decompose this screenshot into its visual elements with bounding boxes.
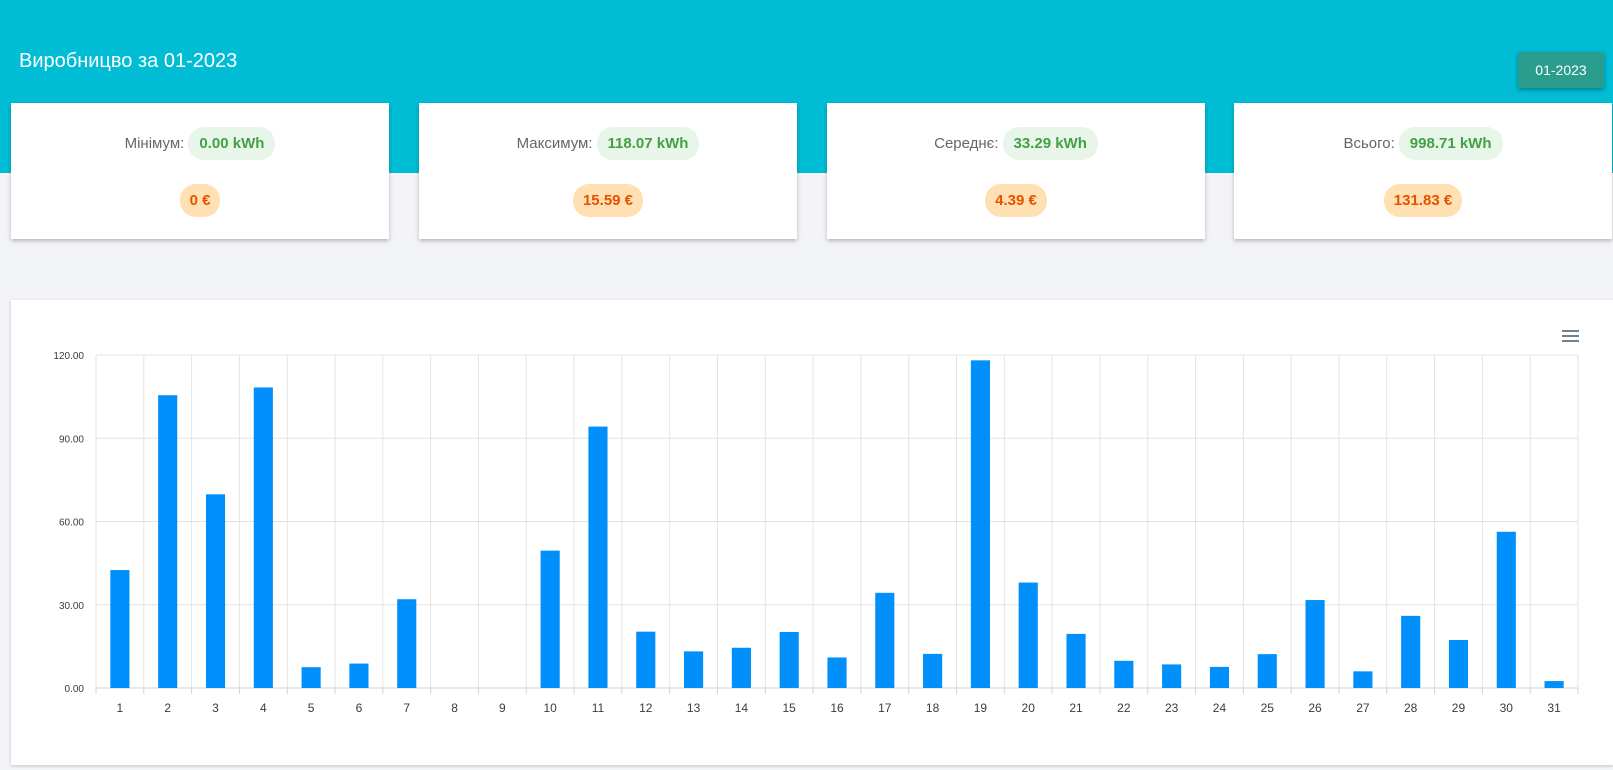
bar: [923, 653, 943, 688]
bar: [349, 663, 369, 688]
bar: [1305, 600, 1325, 688]
stat-card-max: Максимум: 118.07 kWh 15.59 €: [419, 103, 797, 239]
bar: [1066, 633, 1086, 688]
bar: [301, 667, 321, 688]
y-tick-label: 120.00: [53, 351, 84, 362]
bar: [779, 631, 799, 688]
bar: [731, 647, 751, 688]
bar: [875, 592, 895, 688]
x-tick-label: 13: [687, 701, 701, 715]
x-tick-label: 18: [926, 701, 940, 715]
bar: [970, 360, 990, 688]
bar: [253, 387, 273, 688]
x-tick-label: 23: [1165, 701, 1179, 715]
bar: [1448, 639, 1469, 688]
x-tick-label: 21: [1069, 701, 1083, 715]
bar: [1018, 582, 1038, 688]
bar: [540, 550, 560, 688]
stat-label: Мінімум:: [124, 134, 185, 152]
x-tick-label: 27: [1356, 701, 1370, 715]
bar: [1496, 531, 1516, 688]
stat-label: Середнє:: [934, 134, 999, 152]
y-tick-label: 30.00: [59, 601, 84, 612]
bar: [636, 631, 656, 688]
hamburger-menu-icon[interactable]: [1562, 328, 1580, 344]
cost-badge: 4.39 €: [985, 183, 1047, 217]
x-tick-label: 20: [1022, 701, 1036, 715]
x-tick-label: 6: [356, 701, 363, 715]
x-tick-label: 14: [735, 701, 749, 715]
page-title: Виробницво за 01-2023: [19, 50, 238, 72]
y-tick-label: 90.00: [59, 434, 84, 445]
x-tick-label: 22: [1117, 701, 1131, 715]
bar: [827, 657, 847, 688]
x-tick-label: 1: [117, 701, 124, 715]
bar: [158, 395, 178, 688]
x-tick-label: 2: [164, 701, 171, 715]
x-tick-label: 19: [974, 701, 988, 715]
stat-label: Максимум:: [516, 134, 593, 152]
bar: [1114, 660, 1134, 688]
x-tick-label: 25: [1261, 701, 1275, 715]
x-tick-label: 24: [1213, 701, 1227, 715]
bar: [397, 599, 417, 688]
x-tick-label: 31: [1547, 701, 1561, 715]
energy-badge: 998.71 kWh: [1398, 126, 1503, 160]
x-tick-label: 10: [543, 701, 557, 715]
x-tick-label: 17: [878, 701, 892, 715]
x-tick-label: 5: [308, 701, 315, 715]
x-tick-label: 8: [451, 701, 458, 715]
x-tick-label: 29: [1452, 701, 1466, 715]
bar: [205, 494, 226, 688]
bar: [1401, 615, 1421, 688]
bar: [1257, 654, 1277, 688]
bar: [684, 651, 704, 688]
x-tick-label: 12: [639, 701, 653, 715]
stat-label: Всього:: [1343, 134, 1395, 152]
period-button[interactable]: 01-2023: [1518, 52, 1604, 88]
cost-badge: 15.59 €: [572, 183, 644, 217]
y-tick-label: 0.00: [65, 684, 85, 695]
stat-card-avg: Середнє: 33.29 kWh 4.39 €: [827, 103, 1205, 239]
x-tick-label: 11: [592, 701, 605, 715]
bar: [110, 570, 130, 688]
bar: [1544, 681, 1564, 688]
x-tick-label: 26: [1308, 701, 1322, 715]
x-tick-label: 30: [1500, 701, 1514, 715]
energy-badge: 33.29 kWh: [1002, 126, 1098, 160]
x-tick-label: 16: [830, 701, 844, 715]
bar: [1353, 671, 1373, 688]
x-tick-label: 4: [260, 701, 267, 715]
energy-badge: 118.07 kWh: [596, 126, 700, 160]
production-chart-panel: 0.00 30.00 60.00 90.00 120.00 1 2 3 4 5 6 7 8 9 10 11 12…: [11, 300, 1613, 765]
x-tick-label: 7: [403, 701, 410, 715]
energy-badge: 0.00 kWh: [188, 126, 276, 160]
bar: [1209, 666, 1230, 688]
stat-card-total: Всього: 998.71 kWh 131.83 €: [1234, 103, 1612, 239]
cost-badge: 131.83 €: [1383, 183, 1463, 217]
bar: [1162, 664, 1182, 688]
bar: [588, 426, 608, 688]
stat-card-min: Мінімум: 0.00 kWh 0 €: [11, 103, 389, 239]
x-tick-label: 28: [1404, 701, 1418, 715]
y-tick-label: 60.00: [59, 518, 84, 529]
x-tick-label: 9: [499, 701, 506, 715]
cost-badge: 0 €: [179, 183, 221, 217]
x-tick-label: 15: [783, 701, 797, 715]
x-tick-label: 3: [212, 701, 219, 715]
